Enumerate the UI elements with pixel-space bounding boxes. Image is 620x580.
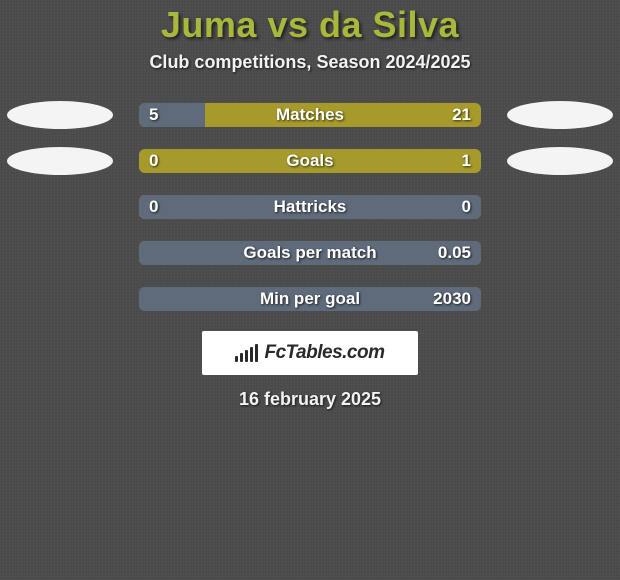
brand-logo: FcTables.com [202, 331, 418, 375]
stat-row: Goals per match0.05 [0, 237, 620, 283]
team-shape-right [507, 147, 613, 175]
date-label: 16 february 2025 [0, 389, 620, 410]
team-shape-right [507, 101, 613, 129]
comparison-card: Juma vs da Silva Club competitions, Seas… [0, 0, 620, 410]
stat-row: Hattricks00 [0, 191, 620, 237]
page-title: Juma vs da Silva [0, 4, 620, 46]
bar-chart-icon [235, 344, 258, 362]
stat-bar-track [139, 103, 481, 127]
stat-bar-track [139, 195, 481, 219]
team-shape-left [7, 147, 113, 175]
stat-row: Goals01 [0, 145, 620, 191]
stat-bar-track [139, 287, 481, 311]
stat-row: Min per goal2030 [0, 283, 620, 329]
subtitle: Club competitions, Season 2024/2025 [0, 52, 620, 73]
stat-bar-track [139, 149, 481, 173]
stat-bar-left-fill [139, 195, 481, 219]
stat-row: Matches521 [0, 99, 620, 145]
stat-bar-left-fill [139, 287, 481, 311]
stat-bar-track [139, 241, 481, 265]
stat-bar-left-fill [139, 241, 481, 265]
stat-rows: Matches521Goals01Hattricks00Goals per ma… [0, 99, 620, 329]
brand-logo-text: FcTables.com [264, 342, 384, 364]
stat-bar-left-fill [139, 103, 205, 127]
team-shape-left [7, 101, 113, 129]
